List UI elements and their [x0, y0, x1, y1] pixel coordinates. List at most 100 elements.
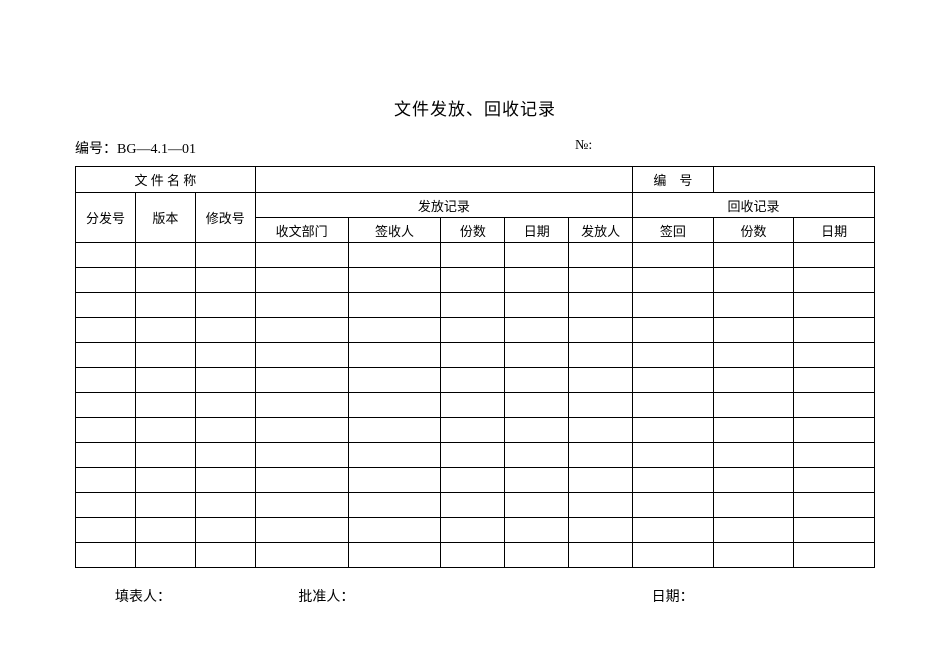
- table-cell: [255, 243, 348, 268]
- table-cell: [195, 393, 255, 418]
- table-cell: [348, 268, 441, 293]
- table-cell: [713, 318, 794, 343]
- serial-no-label: 编 号: [633, 167, 714, 193]
- table-cell: [135, 393, 195, 418]
- table-cell: [569, 543, 633, 568]
- table-cell: [76, 243, 136, 268]
- table-cell: [633, 468, 714, 493]
- col-sign-back: 签回: [633, 218, 714, 243]
- table-cell: [348, 368, 441, 393]
- table-header-row-2: 分发号 版本 修改号 发放记录 回收记录: [76, 193, 875, 218]
- table-cell: [633, 368, 714, 393]
- serial-label: №:: [375, 138, 875, 158]
- table-cell: [569, 343, 633, 368]
- table-cell: [76, 343, 136, 368]
- table-cell: [794, 318, 875, 343]
- table-cell: [441, 318, 505, 343]
- serial-no-value: [713, 167, 874, 193]
- table-cell: [633, 443, 714, 468]
- table-cell: [569, 443, 633, 468]
- table-header-row-1: 文 件 名 称 编 号: [76, 167, 875, 193]
- table-cell: [195, 468, 255, 493]
- table-cell: [713, 293, 794, 318]
- table-cell: [441, 418, 505, 443]
- table-cell: [569, 368, 633, 393]
- table-cell: [713, 243, 794, 268]
- table-cell: [76, 393, 136, 418]
- table-cell: [255, 543, 348, 568]
- table-row: [76, 543, 875, 568]
- table-cell: [794, 368, 875, 393]
- table-cell: [713, 368, 794, 393]
- table-cell: [505, 543, 569, 568]
- table-cell: [633, 293, 714, 318]
- table-cell: [195, 418, 255, 443]
- table-cell: [794, 443, 875, 468]
- table-cell: [569, 318, 633, 343]
- table-cell: [569, 393, 633, 418]
- table-cell: [505, 493, 569, 518]
- table-cell: [794, 543, 875, 568]
- table-cell: [195, 293, 255, 318]
- table-cell: [505, 518, 569, 543]
- table-cell: [794, 268, 875, 293]
- col-issuer: 发放人: [569, 218, 633, 243]
- table-cell: [255, 493, 348, 518]
- table-cell: [135, 493, 195, 518]
- page-title: 文件发放、回收记录: [75, 95, 875, 120]
- table-cell: [255, 318, 348, 343]
- table-cell: [195, 243, 255, 268]
- table-cell: [255, 368, 348, 393]
- table-cell: [441, 543, 505, 568]
- file-name-value: [255, 167, 632, 193]
- table-cell: [441, 393, 505, 418]
- table-cell: [794, 243, 875, 268]
- col-dist-no: 分发号: [76, 193, 136, 243]
- table-cell: [794, 418, 875, 443]
- table-cell: [76, 368, 136, 393]
- record-table: 文 件 名 称 编 号 分发号 版本 修改号 发放记录 回收记录 收文部门 签收…: [75, 166, 875, 568]
- table-row: [76, 318, 875, 343]
- table-cell: [135, 518, 195, 543]
- table-cell: [569, 493, 633, 518]
- table-cell: [633, 243, 714, 268]
- table-cell: [505, 393, 569, 418]
- table-cell: [76, 293, 136, 318]
- table-row: [76, 493, 875, 518]
- table-cell: [348, 543, 441, 568]
- table-cell: [76, 518, 136, 543]
- table-row: [76, 393, 875, 418]
- table-cell: [794, 468, 875, 493]
- table-cell: [633, 393, 714, 418]
- table-cell: [713, 343, 794, 368]
- footer-filler: 填表人：: [115, 586, 298, 606]
- table-cell: [569, 268, 633, 293]
- table-cell: [76, 443, 136, 468]
- table-cell: [348, 493, 441, 518]
- table-cell: [633, 418, 714, 443]
- table-cell: [195, 343, 255, 368]
- table-cell: [255, 393, 348, 418]
- table-cell: [633, 268, 714, 293]
- table-cell: [135, 468, 195, 493]
- table-cell: [348, 318, 441, 343]
- table-cell: [255, 268, 348, 293]
- table-cell: [505, 343, 569, 368]
- table-cell: [505, 243, 569, 268]
- table-cell: [348, 393, 441, 418]
- col-signer: 签收人: [348, 218, 441, 243]
- table-cell: [441, 493, 505, 518]
- table-cell: [195, 443, 255, 468]
- col-recv-dept: 收文部门: [255, 218, 348, 243]
- table-cell: [76, 468, 136, 493]
- table-cell: [713, 418, 794, 443]
- table-cell: [76, 493, 136, 518]
- table-cell: [441, 343, 505, 368]
- table-cell: [633, 493, 714, 518]
- table-cell: [76, 418, 136, 443]
- table-cell: [713, 443, 794, 468]
- table-cell: [135, 543, 195, 568]
- table-cell: [195, 368, 255, 393]
- footer-row: 填表人： 批准人： 日期：: [75, 586, 875, 606]
- table-cell: [633, 543, 714, 568]
